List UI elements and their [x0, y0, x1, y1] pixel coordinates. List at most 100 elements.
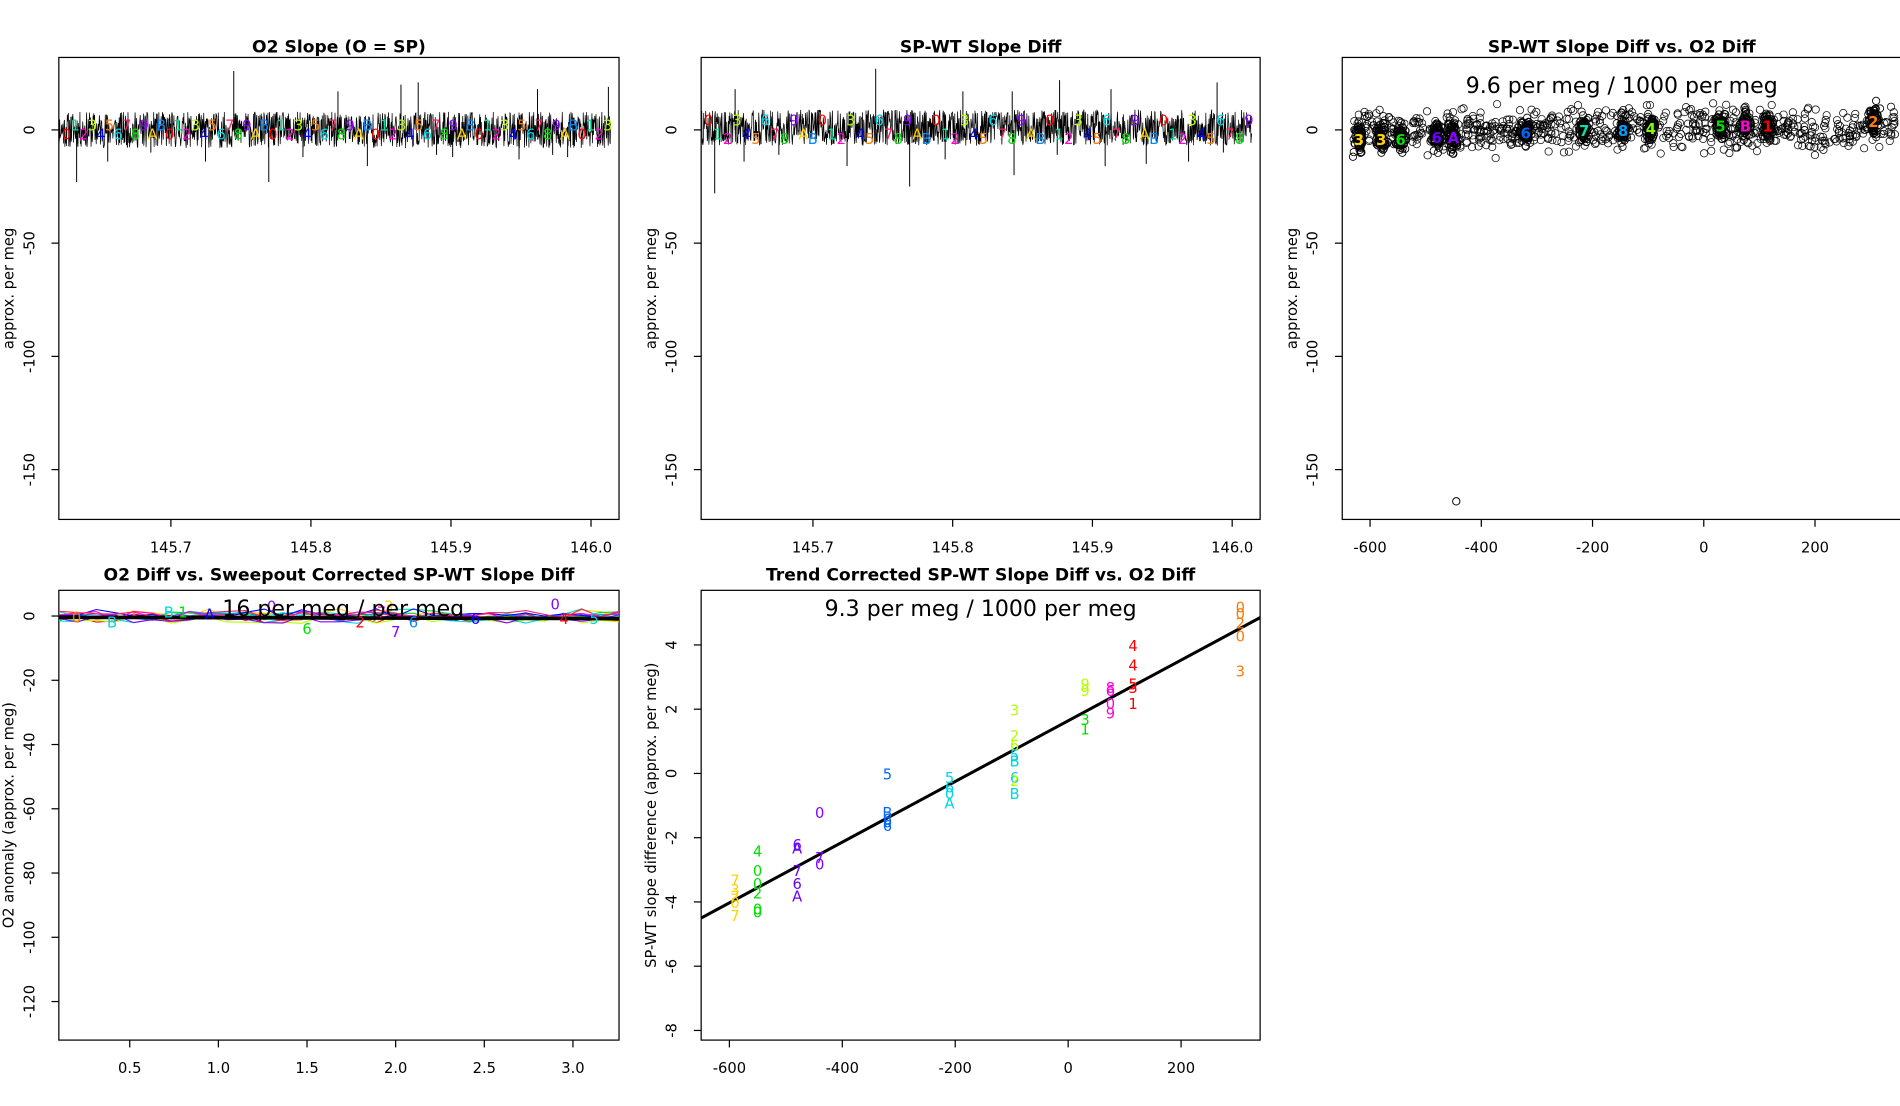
scatter-point [1764, 134, 1773, 143]
scatter-point [1656, 149, 1665, 158]
scatter-point [1755, 105, 1764, 114]
scatter-point [1576, 116, 1585, 125]
data-point: 3 [1236, 664, 1245, 681]
series-marker: B [156, 117, 166, 134]
scatter-point [1506, 140, 1516, 149]
scatter-point [1515, 125, 1524, 134]
scatter-point [1730, 124, 1739, 133]
scatter-point [1685, 132, 1694, 141]
series-marker: 9 [345, 117, 354, 134]
scatter-point [1708, 115, 1717, 124]
scatter-point [1718, 116, 1727, 125]
series-line [58, 610, 620, 622]
scatter-point [1740, 121, 1749, 130]
series-marker: 2 [950, 131, 959, 148]
scatter-point [1624, 123, 1633, 132]
scatter-point [1566, 131, 1575, 140]
slope-annotation: 9.3 per meg / 1000 per meg [825, 597, 1137, 622]
series-marker: A [1140, 126, 1150, 143]
scatter-point [1452, 133, 1461, 142]
series-marker: 7 [431, 117, 440, 134]
scatter-point [1355, 124, 1364, 133]
scatter-point [1613, 134, 1622, 143]
data-point: 9 [1080, 683, 1089, 700]
data-point: 6 [1106, 683, 1115, 700]
cluster-label: A [1448, 130, 1460, 147]
data-point: 7 [815, 850, 824, 867]
scatter-point [1839, 134, 1848, 143]
data-point: 0 [730, 895, 739, 912]
scatter-point [1468, 112, 1477, 121]
scatter-point [1471, 121, 1480, 130]
scatter-point [1468, 131, 1477, 140]
scatter-point [1488, 142, 1497, 152]
scatter-point [1457, 105, 1466, 114]
series-marker: 4 [406, 126, 415, 143]
scatter-point [1718, 134, 1727, 143]
series-marker: 1 [827, 126, 836, 143]
scatter-point [1865, 115, 1874, 124]
scatter-point [1587, 128, 1596, 137]
scatter-point [1459, 104, 1468, 113]
scatter-point [1426, 137, 1435, 146]
series-marker: 7 [534, 117, 543, 134]
scatter-point [1512, 138, 1521, 147]
scatter-point [1373, 131, 1383, 140]
series-marker: 5 [517, 117, 526, 134]
series-label: 0 [267, 598, 276, 615]
series-marker: 9 [1017, 113, 1026, 130]
scatter-point [1493, 100, 1502, 109]
scatter-point [1574, 129, 1583, 138]
scatter-point [1444, 140, 1453, 149]
series-marker: 8 [1121, 131, 1130, 148]
scatter-point [1738, 117, 1747, 126]
scatter-point [1686, 104, 1695, 114]
series-marker: 3 [732, 113, 741, 130]
data-point: 2 [730, 889, 739, 906]
data-point: 2 [753, 885, 762, 902]
scatter-point [1879, 129, 1888, 138]
scatter-point [1674, 132, 1683, 142]
scatter-point [1551, 120, 1560, 129]
scatter-point [1800, 109, 1809, 118]
scatter-point [1733, 143, 1742, 152]
scatter-point [1689, 120, 1698, 129]
cluster-label: 4 [1646, 121, 1656, 138]
series-marker: 9 [139, 117, 148, 134]
scatter-point [1476, 127, 1485, 136]
scatter-point [1434, 124, 1443, 133]
scatter-point [1749, 128, 1758, 137]
scatter-point [1384, 112, 1394, 122]
scatter-point [1610, 127, 1619, 136]
scatter-point [1355, 145, 1364, 155]
data-point: 7 [730, 908, 739, 925]
scatter-point [1428, 124, 1437, 133]
scatter-point [1398, 148, 1407, 157]
scatter-point [1468, 143, 1477, 152]
series-marker: B [568, 117, 578, 134]
series-marker: A [251, 126, 261, 143]
series-marker: B [362, 117, 372, 134]
series-marker: 2 [595, 126, 604, 143]
scatter-point [1617, 109, 1626, 118]
scatter-point [1594, 107, 1603, 116]
scatter-point [1669, 142, 1678, 151]
series-marker: 6 [526, 126, 535, 143]
series-marker: B [1149, 131, 1159, 148]
scatter-point [1816, 143, 1825, 152]
scatter-point [1613, 145, 1622, 154]
series-marker: 7 [770, 126, 779, 143]
series-marker: 7 [225, 117, 234, 134]
scatter-point [1379, 144, 1388, 153]
series-marker: 4 [856, 126, 865, 143]
data-point: 0 [1106, 696, 1115, 713]
scatter-point [1728, 130, 1737, 139]
cluster-label: 6 [1396, 132, 1406, 149]
scatter-point [1644, 109, 1653, 119]
scatter-point [1497, 125, 1506, 134]
scatter-point [1889, 108, 1898, 117]
scatter-point [1547, 114, 1556, 123]
